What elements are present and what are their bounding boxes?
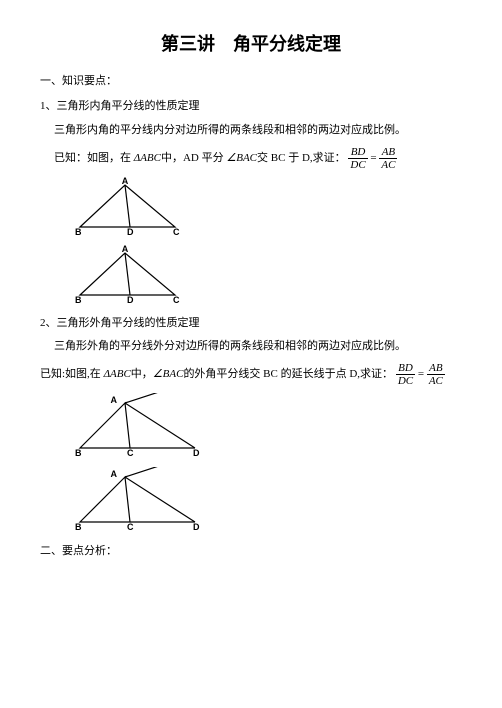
given2-b: 中，: [131, 368, 153, 380]
ang-bac-1: ∠BAC: [226, 152, 257, 164]
triangle-external-2: A B C D: [70, 467, 220, 535]
item-1-heading: 1、三角形内角平分线的性质定理: [40, 98, 462, 116]
page: 第三讲 角平分线定理 一、知识要点： 1、三角形内角平分线的性质定理 三角形内角…: [0, 0, 502, 708]
tri-abc-1: ΔABC: [134, 152, 161, 164]
frac-ab-ac-2: AB AC: [427, 362, 445, 387]
given-1: 已知：如图，在 ΔABC中，AD 平分 ∠BAC交 BC 于 D,求证： BD …: [54, 146, 462, 171]
given1-a: 已知：如图，在: [54, 152, 134, 164]
frac-bd-dc-2: BD DC: [396, 362, 415, 387]
svg-text:D: D: [193, 522, 200, 532]
svg-text:D: D: [127, 295, 134, 305]
svg-text:A: A: [111, 469, 118, 479]
svg-text:C: C: [127, 522, 134, 532]
diagram-1b: A B D C: [70, 245, 462, 307]
item-1-body: 三角形内角的平分线内分对边所得的两条线段和相邻的两边对应成比例。: [54, 122, 462, 140]
svg-text:B: B: [75, 448, 82, 458]
svg-text:B: B: [75, 227, 82, 237]
given2-c: 的外角平分线交 BC 的延长线于点 D,求证：: [183, 368, 393, 380]
triangle-internal-2: A B D C: [70, 245, 200, 307]
item-2-body: 三角形外角的平分线外分对边所得的两条线段和相邻的两边对应成比例。: [54, 338, 462, 356]
section-2-heading: 二、要点分析：: [40, 543, 462, 561]
svg-text:B: B: [75, 522, 82, 532]
item-2-heading: 2、三角形外角平分线的性质定理: [40, 315, 462, 333]
svg-text:C: C: [173, 295, 180, 305]
svg-text:D: D: [127, 227, 134, 237]
equals-2: =: [415, 368, 427, 380]
tri-abc-2: ΔABC: [104, 368, 131, 380]
svg-text:A: A: [111, 395, 118, 405]
svg-text:A: A: [122, 245, 129, 254]
ang-bac-2: ∠BAC: [153, 368, 184, 380]
section-1-heading: 一、知识要点：: [40, 73, 462, 91]
svg-text:D: D: [193, 448, 200, 458]
diagram-2a: A B C D: [70, 393, 462, 461]
triangle-external-1: A B C D: [70, 393, 220, 461]
frac-ab-ac-1: AB AC: [379, 146, 397, 171]
given1-b: 中，AD 平分: [161, 152, 226, 164]
equals-1: =: [368, 152, 380, 164]
doc-title: 第三讲 角平分线定理: [40, 30, 462, 59]
svg-text:B: B: [75, 295, 82, 305]
diagram-1a: A B D C: [70, 177, 462, 239]
svg-text:C: C: [127, 448, 134, 458]
given1-c: 交 BC 于 D,求证：: [257, 152, 346, 164]
given2-a: 已知:如图,在: [40, 368, 104, 380]
frac-bd-dc-1: BD DC: [348, 146, 367, 171]
given-2: 已知:如图,在 ΔABC中，∠BAC的外角平分线交 BC 的延长线于点 D,求证…: [40, 362, 462, 387]
diagram-2b: A B C D: [70, 467, 462, 535]
svg-text:C: C: [173, 227, 180, 237]
triangle-internal-1: A B D C: [70, 177, 200, 239]
svg-text:A: A: [122, 177, 129, 186]
